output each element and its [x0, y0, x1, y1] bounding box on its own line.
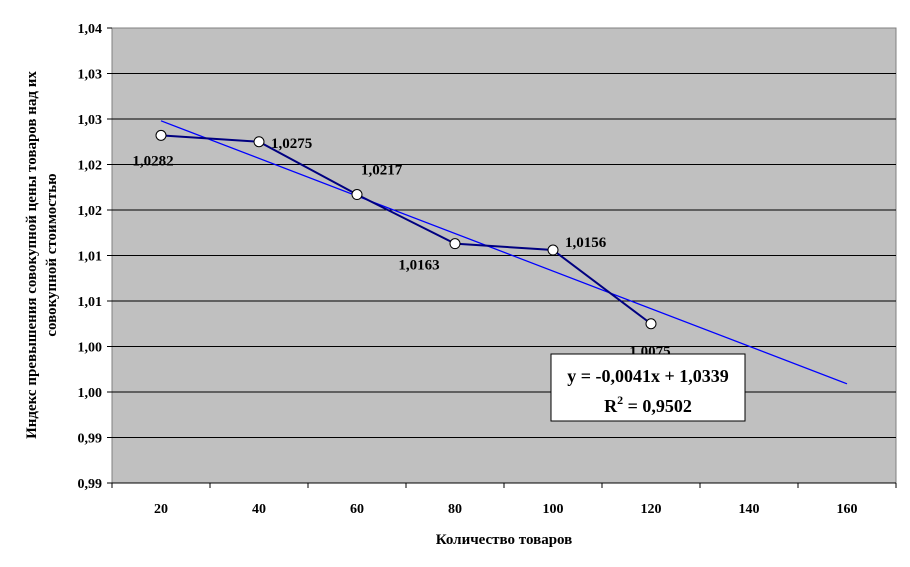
x-tick-label: 60 — [350, 502, 364, 517]
x-tick-label: 100 — [543, 502, 564, 517]
y-tick-label: 1,02 — [78, 159, 103, 174]
x-tick-label: 120 — [641, 502, 662, 517]
data-point — [645, 318, 657, 330]
data-point — [253, 136, 265, 148]
trendline-equation-box: y = -0,0041x + 1,0339 R2 = 0,9502 — [550, 353, 746, 422]
trendline — [160, 120, 848, 385]
data-label: 1,0275 — [271, 136, 312, 152]
y-axis-title-line2: совокупной стоимостью — [44, 173, 60, 336]
y-tick-label: 1,01 — [78, 250, 103, 265]
data-label: 1,0163 — [398, 258, 439, 274]
y-tick-label: 1,00 — [78, 386, 103, 401]
data-point — [547, 244, 559, 256]
x-axis-ticks: 20 40 60 80 100 120 140 160 — [111, 482, 897, 517]
x-tick-label: 160 — [837, 502, 858, 517]
y-tick-label: 1,03 — [78, 113, 103, 128]
y-tick-label: 1,03 — [78, 68, 103, 83]
data-point — [351, 189, 363, 201]
y-tick-label: 1,02 — [78, 204, 103, 219]
data-point — [155, 129, 167, 141]
y-tick-label: 1,04 — [78, 22, 103, 37]
y-tick-label: 0,99 — [78, 477, 103, 492]
y-axis-ticks: 0,99 0,99 1,00 1,00 1,01 1,01 1,02 1,02 1,03 1,03… — [78, 22, 112, 492]
gridlines — [112, 73, 896, 438]
x-tick-label: 20 — [154, 502, 168, 517]
x-tick-label: 80 — [448, 502, 462, 517]
y-axis-title-line1: Индекс превышения совокупной цены товаро… — [24, 71, 40, 439]
trendline-r2: R2 = 0,9502 — [604, 393, 692, 416]
y-tick-label: 0,99 — [78, 432, 103, 447]
x-tick-label: 140 — [739, 502, 760, 517]
series-line — [160, 134, 652, 325]
y-tick-label: 1,00 — [78, 341, 103, 356]
data-points — [155, 129, 657, 330]
y-tick-label: 1,01 — [78, 295, 103, 310]
x-axis-title: Количество товаров — [436, 532, 573, 548]
trendline-equation: y = -0,0041x + 1,0339 — [567, 366, 729, 386]
data-label: 1,0156 — [565, 235, 607, 251]
data-label: 1,0282 — [132, 153, 173, 169]
data-label: 1,0217 — [361, 163, 403, 179]
data-point — [449, 238, 461, 250]
x-tick-label: 40 — [252, 502, 266, 517]
